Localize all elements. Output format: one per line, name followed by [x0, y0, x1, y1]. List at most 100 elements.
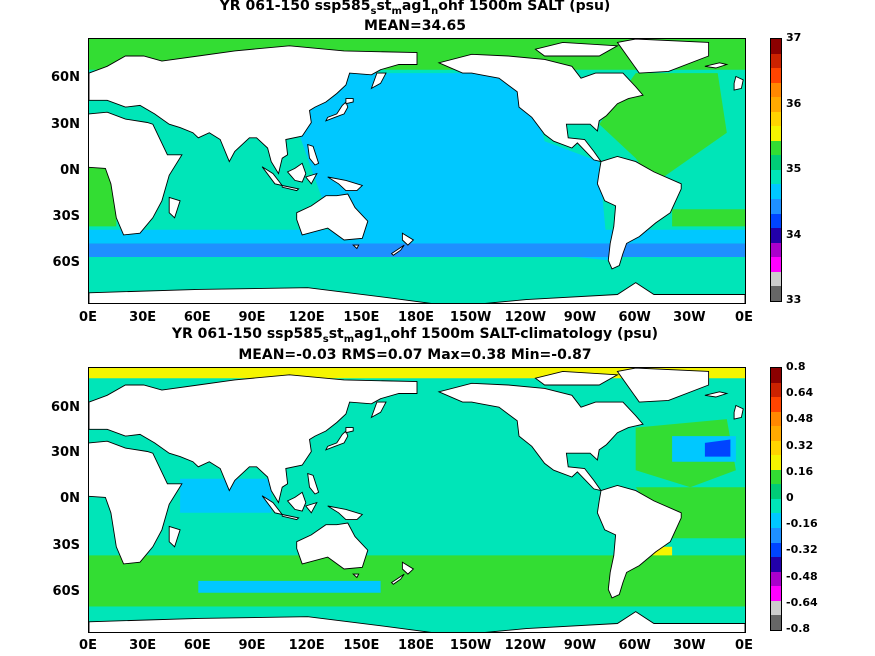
- lon-label: 0E: [79, 310, 97, 325]
- lon-label: 90W: [563, 310, 597, 325]
- lon-label: 60W: [618, 638, 651, 653]
- colorbar-swatch: [771, 484, 781, 499]
- colorbar-swatch: [771, 126, 781, 141]
- colorbar-swatch: [771, 615, 781, 630]
- colorbar-label: 36: [786, 96, 802, 110]
- colorbar-swatch: [771, 382, 781, 398]
- southern-negative-patch: [198, 580, 381, 593]
- lon-label: 90W: [563, 638, 597, 653]
- lat-label-30s: 30S: [52, 209, 80, 224]
- colorbar-swatch: [771, 68, 781, 83]
- lat-label-0n: 0N: [60, 163, 80, 178]
- colorbar-label: 0.48: [786, 412, 814, 426]
- anomaly-map: [88, 367, 746, 633]
- colorbar-swatch: [771, 155, 781, 170]
- lon-label: 90E: [238, 310, 266, 325]
- lat-label-0n-2: 0N: [60, 491, 80, 506]
- colorbar-label: -0.48: [786, 569, 818, 583]
- colorbar-label: 34: [786, 227, 802, 241]
- colorbar-label: 0: [786, 491, 794, 504]
- lon-label: 0E: [79, 638, 97, 653]
- colorbar-label: 35: [786, 162, 802, 175]
- colorbar-label: 37: [786, 31, 802, 44]
- colorbar-swatch: [771, 257, 781, 272]
- colorbar-swatch: [771, 557, 781, 572]
- south-atlantic-salty: [672, 209, 745, 227]
- lon-label: 180E: [397, 310, 435, 325]
- colorbar-swatch: [771, 184, 781, 200]
- colorbar-swatch: [771, 498, 781, 514]
- salinity-colorbar: [770, 38, 782, 302]
- lon-label: 30E: [129, 310, 157, 325]
- colorbar-swatch: [771, 368, 781, 383]
- colorbar-label: -0.8: [786, 622, 811, 635]
- colorbar-label: -0.32: [786, 543, 818, 557]
- lon-label: 120E: [288, 638, 325, 653]
- lat-label-30s-2: 30S: [52, 538, 80, 553]
- panel2-stats: MEAN=-0.03 RMS=0.07 Max=0.38 Min=-0.87: [238, 347, 592, 363]
- lat-label-30n: 30N: [51, 117, 80, 132]
- colorbar-swatch: [771, 528, 781, 543]
- lon-label: 0E: [735, 638, 753, 653]
- lon-label: 150W: [449, 310, 492, 325]
- colorbar-swatch: [771, 286, 781, 301]
- lon-label: 120W: [504, 310, 547, 325]
- panel2-title: YR 061-150 ssp585sstmag1nohf 1500m SALT-…: [171, 326, 659, 345]
- lon-label: 0E: [735, 310, 753, 325]
- lon-label: 60E: [183, 638, 211, 653]
- lon-label: 30W: [673, 638, 706, 653]
- colorbar-label: 0.16: [786, 464, 814, 478]
- colorbar-swatch: [771, 426, 781, 441]
- colorbar-swatch: [771, 455, 781, 470]
- colorbar-swatch: [771, 469, 781, 485]
- lon-label: 180E: [397, 638, 435, 653]
- panel1-stats: MEAN=34.65: [363, 18, 467, 34]
- lon-label: 60W: [618, 310, 651, 325]
- lat-label-60n: 60N: [51, 70, 80, 85]
- lat-label-60n-2: 60N: [51, 400, 80, 415]
- colorbar-swatch: [771, 97, 781, 112]
- colorbar-swatch: [771, 440, 781, 456]
- lon-label: 60E: [183, 310, 211, 325]
- colorbar-swatch: [771, 571, 781, 587]
- colorbar-label: 33: [786, 293, 802, 306]
- colorbar-swatch: [771, 600, 781, 616]
- colorbar-swatch: [771, 39, 781, 54]
- colorbar-swatch: [771, 169, 781, 185]
- lon-label: 30E: [129, 638, 157, 653]
- colorbar-swatch: [771, 513, 781, 529]
- colorbar-swatch: [771, 228, 781, 243]
- colorbar-swatch: [771, 397, 781, 412]
- colorbar-label: 0.32: [786, 438, 814, 452]
- colorbar-swatch: [771, 271, 781, 287]
- lon-label: 150E: [343, 638, 380, 653]
- indian-negative-anomaly: [180, 478, 272, 513]
- lon-label: 30W: [673, 310, 706, 325]
- anomaly-colorbar: [770, 367, 782, 631]
- colorbar-swatch: [771, 140, 781, 156]
- lat-label-60s-2: 60S: [52, 584, 80, 599]
- lon-label: 150W: [449, 638, 492, 653]
- colorbar-label: 0.64: [786, 386, 814, 400]
- colorbar-swatch: [771, 199, 781, 214]
- colorbar-swatch: [771, 542, 781, 558]
- southern-positive-band: [89, 555, 745, 607]
- lon-label: 90E: [238, 638, 266, 653]
- lon-label: 120E: [288, 310, 325, 325]
- colorbar-swatch: [771, 586, 781, 601]
- colorbar-swatch: [771, 82, 781, 98]
- colorbar-swatch: [771, 242, 781, 258]
- colorbar-label: -0.16: [786, 517, 818, 531]
- lon-label: 120W: [504, 638, 547, 653]
- southern-fresh-band: [89, 243, 745, 257]
- colorbar-swatch: [771, 53, 781, 69]
- colorbar-label: -0.64: [786, 595, 818, 609]
- colorbar-swatch: [771, 213, 781, 229]
- lon-label: 150E: [343, 310, 380, 325]
- panel1-title: YR 061-150 ssp585sstmag1nohf 1500m SALT …: [219, 0, 611, 17]
- gulf-stream-strong-negative: [704, 439, 731, 457]
- colorbar-swatch: [771, 111, 781, 127]
- salinity-map: [88, 38, 746, 304]
- lat-label-30n-2: 30N: [51, 445, 80, 460]
- pacific-low-salinity: [289, 73, 609, 261]
